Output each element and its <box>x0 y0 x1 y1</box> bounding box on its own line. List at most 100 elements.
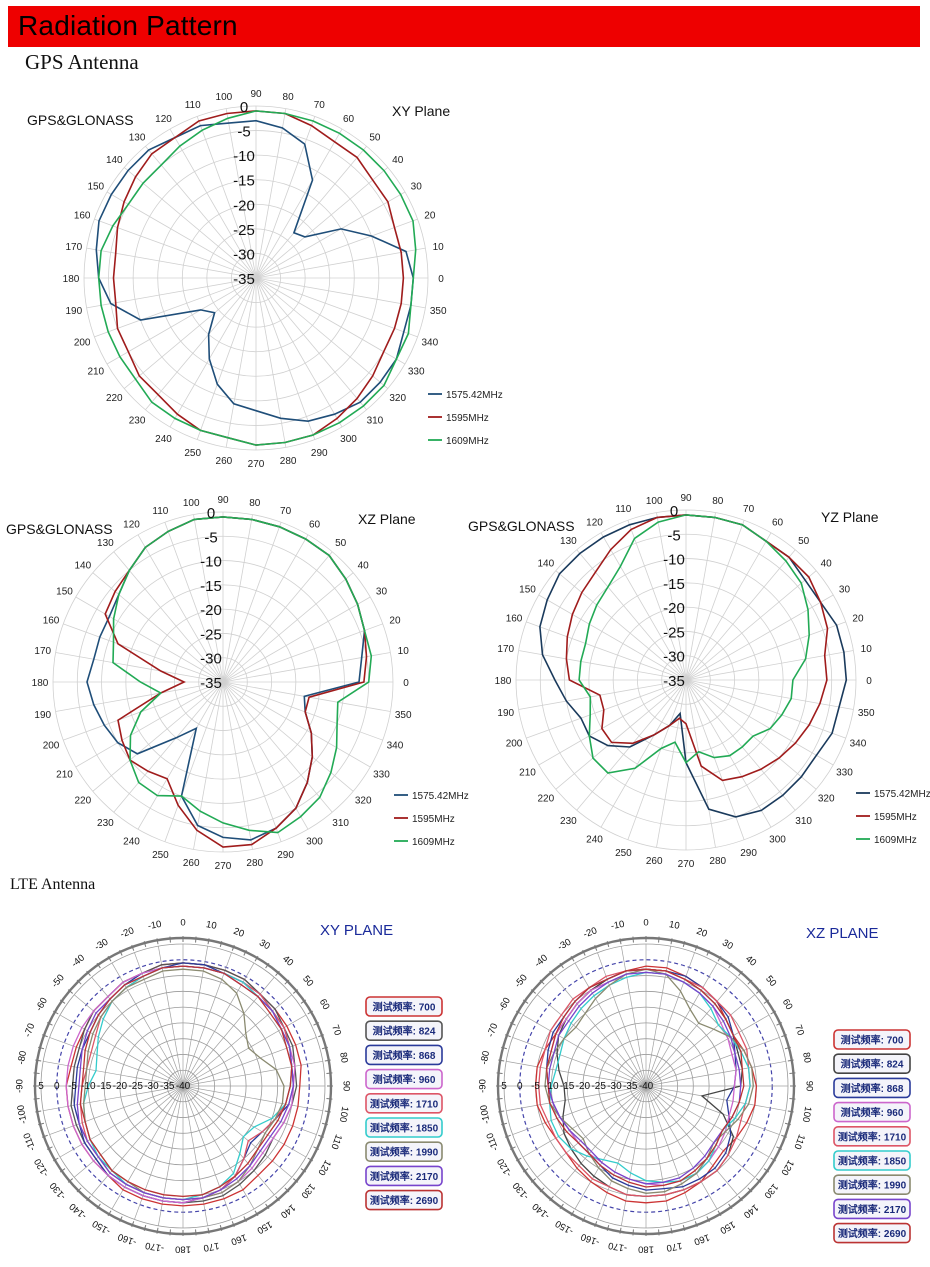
angle-tick-label: -10 <box>610 919 625 932</box>
angle-tick-mark <box>207 1227 210 1234</box>
angle-tick-mark <box>35 1110 42 1113</box>
angle-tick-label: 190 <box>65 306 82 317</box>
radial-tick-label: -20 <box>576 1081 591 1092</box>
angle-tick-label: 140 <box>537 558 554 569</box>
radial-tick-label: -40 <box>176 1081 191 1092</box>
angle-tick-label: 50 <box>369 132 381 143</box>
angle-tick-mark <box>265 962 270 969</box>
grid-spoke <box>49 1085 184 1135</box>
radial-tick-label: 5 <box>38 1081 44 1092</box>
angle-tick-mark <box>509 1146 516 1150</box>
angle-tick-mark <box>582 1216 586 1223</box>
angle-tick-mark <box>632 1229 634 1236</box>
angle-tick-label: 170 <box>34 646 51 657</box>
grid-spoke <box>526 679 687 739</box>
gps-xy-plane-chart: 0 10 20 30 40 50 60 70 80 90 100 110 120 130 140 150 160… <box>27 89 503 470</box>
angle-tick-mark <box>694 944 698 951</box>
grid-spoke <box>134 952 184 1087</box>
angle-tick-label: -100 <box>478 1104 492 1125</box>
angle-tick-label: 50 <box>798 536 810 547</box>
angle-tick-mark <box>254 1210 259 1217</box>
radial-tick-label: -25 <box>663 624 685 641</box>
angle-tick-mark <box>326 1072 333 1074</box>
radial-tick-label: 0 <box>670 503 678 520</box>
angle-tick-mark <box>300 999 307 1004</box>
angle-tick-mark <box>86 970 91 977</box>
angle-tick-label: -60 <box>34 996 50 1013</box>
angle-tick-label: 10 <box>861 644 873 655</box>
lte-xy-plane-chart: 0 102030405060708090100110120130140150160… <box>15 918 443 1254</box>
angle-tick-mark <box>530 989 537 994</box>
angle-tick-mark <box>76 1187 82 1193</box>
radial-tick-label: -15 <box>233 173 255 190</box>
angle-tick-mark <box>107 955 112 962</box>
angle-tick-label: 70 <box>792 1023 806 1037</box>
grid-spoke <box>225 108 257 279</box>
grid-spoke <box>73 994 184 1087</box>
angle-tick-label: 90 <box>340 1081 351 1092</box>
legend-label: 测试频率: 700 <box>841 1034 904 1047</box>
angle-tick-label: 160 <box>43 615 60 626</box>
legend-label: 1609MHz <box>412 837 455 848</box>
angle-tick-mark <box>619 1227 622 1234</box>
radial-tick-label: -30 <box>663 649 685 666</box>
grid-spoke <box>222 681 253 850</box>
radial-tick-label: -30 <box>607 1081 622 1092</box>
grid-spoke <box>512 1085 647 1135</box>
angle-tick-label: 20 <box>232 926 246 940</box>
radial-tick-label: -35 <box>160 1081 175 1092</box>
grid-spoke <box>518 679 687 710</box>
angle-tick-mark <box>67 1178 74 1183</box>
grid-spoke <box>134 1085 184 1220</box>
legend-label: 测试频率: 1850 <box>838 1155 907 1168</box>
angle-tick-label: 230 <box>560 816 577 827</box>
angle-tick-mark <box>770 1010 777 1015</box>
legend-label: 1609MHz <box>446 436 489 447</box>
angle-tick-label: 40 <box>392 155 404 166</box>
angle-tick-mark <box>169 936 171 943</box>
angle-tick-label: 80 <box>337 1052 350 1064</box>
grid-spoke <box>536 1085 647 1178</box>
angle-tick-mark <box>156 938 159 945</box>
angle-tick-label: 290 <box>740 848 757 859</box>
angle-tick-label: 90 <box>803 1081 814 1092</box>
grid-spoke <box>685 570 817 681</box>
angle-tick-mark <box>787 1110 794 1113</box>
angle-tick-label: 60 <box>309 520 321 531</box>
angle-tick-label: 20 <box>389 615 401 626</box>
radial-tick-label: -20 <box>233 197 255 214</box>
angle-tick-label: 290 <box>277 850 294 861</box>
angle-tick-label: 110 <box>328 1133 344 1151</box>
angle-tick-label: -60 <box>497 996 513 1013</box>
radial-tick-label: -15 <box>560 1081 575 1092</box>
angle-tick-label: 100 <box>646 496 663 507</box>
grid-spoke <box>59 1014 184 1087</box>
grid-spoke <box>536 994 647 1087</box>
grid-spoke <box>255 116 316 279</box>
angle-tick-label: 100 <box>800 1106 814 1124</box>
angle-tick-mark <box>33 1098 40 1100</box>
angle-tick-label: -120 <box>495 1157 514 1179</box>
angle-tick-mark <box>632 936 634 943</box>
angle-tick-mark <box>498 1110 505 1113</box>
angle-tick-mark <box>549 970 554 977</box>
angle-tick-label: -30 <box>93 937 110 953</box>
grid-spoke <box>94 277 257 338</box>
angle-tick-label: 110 <box>152 506 168 517</box>
angle-tick-label: 170 <box>497 644 514 655</box>
legend-badge <box>365 1189 443 1211</box>
antenna-label: GPS&GLONASS <box>468 518 575 534</box>
angle-tick-label: 120 <box>155 114 172 125</box>
angle-tick-label: 40 <box>821 558 833 569</box>
grid-spoke <box>685 679 796 811</box>
grid-spoke <box>255 277 406 365</box>
grid-spoke <box>222 681 383 741</box>
legend-label: 测试频率: 700 <box>373 1001 436 1014</box>
grid-spoke <box>627 520 687 681</box>
angle-tick-label: 280 <box>709 856 726 867</box>
angle-tick-mark <box>728 1203 733 1210</box>
legend-badge <box>365 996 443 1017</box>
angle-tick-label: 330 <box>836 768 853 779</box>
plane-title: YZ Plane <box>821 509 879 525</box>
angle-tick-label: 330 <box>408 367 425 378</box>
